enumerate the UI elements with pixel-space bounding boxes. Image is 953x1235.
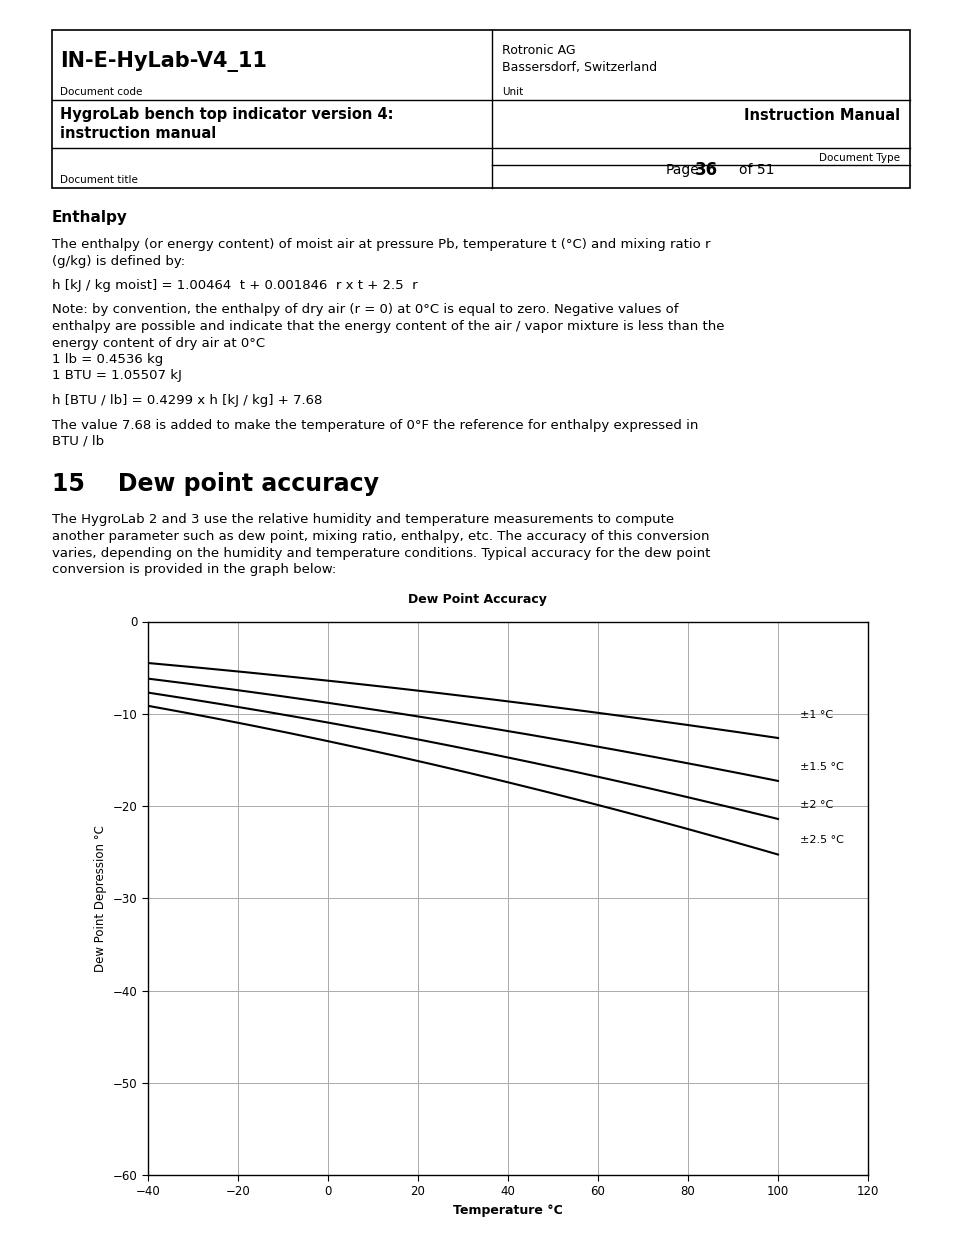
Text: ±2.5 °C: ±2.5 °C [800, 835, 843, 845]
Text: h [BTU / lb] = 0.4299 x h [kJ / kg] + 7.68: h [BTU / lb] = 0.4299 x h [kJ / kg] + 7.… [52, 394, 322, 408]
Text: enthalpy are possible and indicate that the energy content of the air / vapor mi: enthalpy are possible and indicate that … [52, 320, 723, 333]
Text: The value 7.68 is added to make the temperature of 0°F the reference for enthalp: The value 7.68 is added to make the temp… [52, 419, 698, 431]
Text: HygroLab bench top indicator version 4:: HygroLab bench top indicator version 4: [60, 106, 393, 121]
Text: 36: 36 [694, 161, 717, 179]
Text: Page: Page [665, 163, 699, 177]
Text: Enthalpy: Enthalpy [52, 210, 128, 225]
Text: instruction manual: instruction manual [60, 126, 216, 142]
Y-axis label: Dew Point Depression °C: Dew Point Depression °C [94, 825, 107, 972]
X-axis label: Temperature °C: Temperature °C [453, 1204, 562, 1216]
Text: ±1.5 °C: ±1.5 °C [800, 762, 843, 772]
Text: The HygroLab 2 and 3 use the relative humidity and temperature measurements to c: The HygroLab 2 and 3 use the relative hu… [52, 514, 674, 526]
Text: IN-E-HyLab-V4_11: IN-E-HyLab-V4_11 [60, 52, 267, 73]
Text: 1 lb = 0.4536 kg: 1 lb = 0.4536 kg [52, 353, 163, 366]
Text: Rotronic AG: Rotronic AG [501, 43, 575, 57]
Text: Instruction Manual: Instruction Manual [743, 109, 899, 124]
Text: Document Type: Document Type [818, 153, 899, 163]
Text: energy content of dry air at 0°C: energy content of dry air at 0°C [52, 336, 265, 350]
Text: another parameter such as dew point, mixing ratio, enthalpy, etc. The accuracy o: another parameter such as dew point, mix… [52, 530, 709, 543]
Text: Bassersdorf, Switzerland: Bassersdorf, Switzerland [501, 62, 657, 74]
Text: conversion is provided in the graph below:: conversion is provided in the graph belo… [52, 563, 335, 576]
Text: 1 BTU = 1.05507 kJ: 1 BTU = 1.05507 kJ [52, 369, 182, 383]
Text: Note: by convention, the enthalpy of dry air (r = 0) at 0°C is equal to zero. Ne: Note: by convention, the enthalpy of dry… [52, 304, 678, 316]
Text: Document code: Document code [60, 86, 142, 98]
Text: 15    Dew point accuracy: 15 Dew point accuracy [52, 472, 378, 495]
Text: h [kJ / kg moist] = 1.00464  t + 0.001846  r x t + 2.5  r: h [kJ / kg moist] = 1.00464 t + 0.001846… [52, 279, 417, 291]
Text: of 51: of 51 [739, 163, 774, 177]
Text: ±2 °C: ±2 °C [800, 800, 833, 810]
Bar [52, 30, 909, 188]
Text: varies, depending on the humidity and temperature conditions. Typical accuracy f: varies, depending on the humidity and te… [52, 547, 710, 559]
Text: Dew Point Accuracy: Dew Point Accuracy [407, 594, 546, 606]
Text: ±1 °C: ±1 °C [800, 710, 833, 720]
Text: Unit: Unit [501, 86, 522, 98]
Text: BTU / lb: BTU / lb [52, 435, 104, 448]
Text: The enthalpy (or energy content) of moist air at pressure Pb, temperature t (°C): The enthalpy (or energy content) of mois… [52, 238, 710, 251]
Text: Document title: Document title [60, 175, 138, 185]
Text: (g/kg) is defined by:: (g/kg) is defined by: [52, 254, 185, 268]
